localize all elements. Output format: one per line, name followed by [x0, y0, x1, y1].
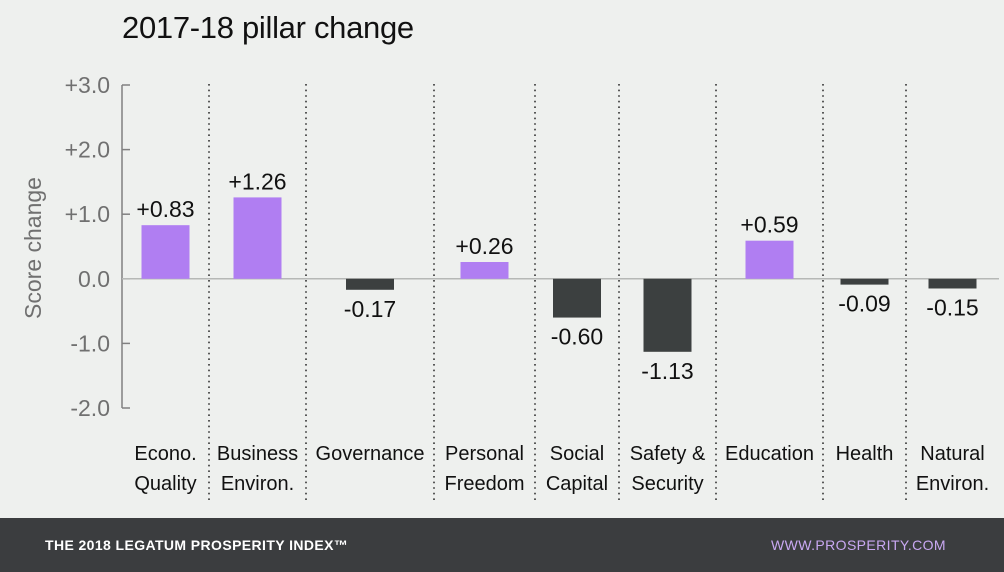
bar	[141, 225, 190, 279]
category-label: Environ.	[221, 473, 294, 495]
category-label: Health	[836, 443, 894, 465]
y-tick-label: -1.0	[70, 330, 110, 356]
bar-value-label: -0.09	[838, 291, 890, 317]
footer-bar: THE 2018 LEGATUM PROSPERITY INDEX™ WWW.P…	[0, 518, 1004, 572]
y-axis-label: Score change	[20, 177, 46, 319]
category-label: Capital	[546, 473, 608, 495]
chart-title: 2017-18 pillar change	[122, 10, 414, 45]
category-label: Safety &	[630, 443, 706, 465]
bar	[928, 278, 977, 289]
category-label: Quality	[134, 473, 196, 495]
category-label: Governance	[316, 443, 425, 465]
y-tick-label: 0.0	[78, 266, 110, 292]
chart-plot: +3.0 +2.0 +1.0 0.0 -1.0 -2.0 Score change +0.83…	[20, 72, 999, 500]
category-label: Security	[631, 473, 703, 495]
category-label: Business	[217, 443, 298, 465]
bar-value-label: -0.17	[344, 296, 396, 322]
bar-value-label: -1.13	[641, 358, 693, 384]
bar	[233, 197, 282, 279]
bar	[460, 262, 509, 279]
bar-value-label: +0.83	[136, 196, 194, 222]
bar-value-label: -0.15	[926, 294, 978, 320]
category-label: Environ.	[916, 473, 989, 495]
bar	[745, 240, 794, 279]
bar	[553, 278, 601, 318]
y-tick-label: +3.0	[65, 72, 110, 98]
y-tick-label: -2.0	[70, 395, 110, 421]
bar	[643, 278, 692, 352]
y-tick-label: +2.0	[65, 137, 110, 163]
category-label: Freedom	[444, 473, 524, 495]
footer-website-link[interactable]: WWW.PROSPERITY.COM	[771, 537, 946, 553]
bar	[840, 278, 889, 285]
bar	[346, 278, 394, 290]
category-label: Natural	[920, 443, 984, 465]
category-label: Social	[550, 443, 604, 465]
category-label: Education	[725, 443, 814, 465]
bar-value-label: -0.60	[551, 324, 603, 350]
bar-value-label: +1.26	[228, 168, 286, 194]
footer-brand: THE 2018 LEGATUM PROSPERITY INDEX™	[45, 537, 349, 553]
chart: 2017-18 pillar change +3.0 +2.0 +1.0 0.0 -1.…	[20, 10, 999, 500]
bar-value-label: +0.26	[455, 233, 513, 259]
category-label: Personal	[445, 443, 524, 465]
bar-value-label: +0.59	[740, 212, 798, 238]
y-tick-label: +1.0	[65, 201, 110, 227]
category-label: Econo.	[134, 443, 196, 465]
